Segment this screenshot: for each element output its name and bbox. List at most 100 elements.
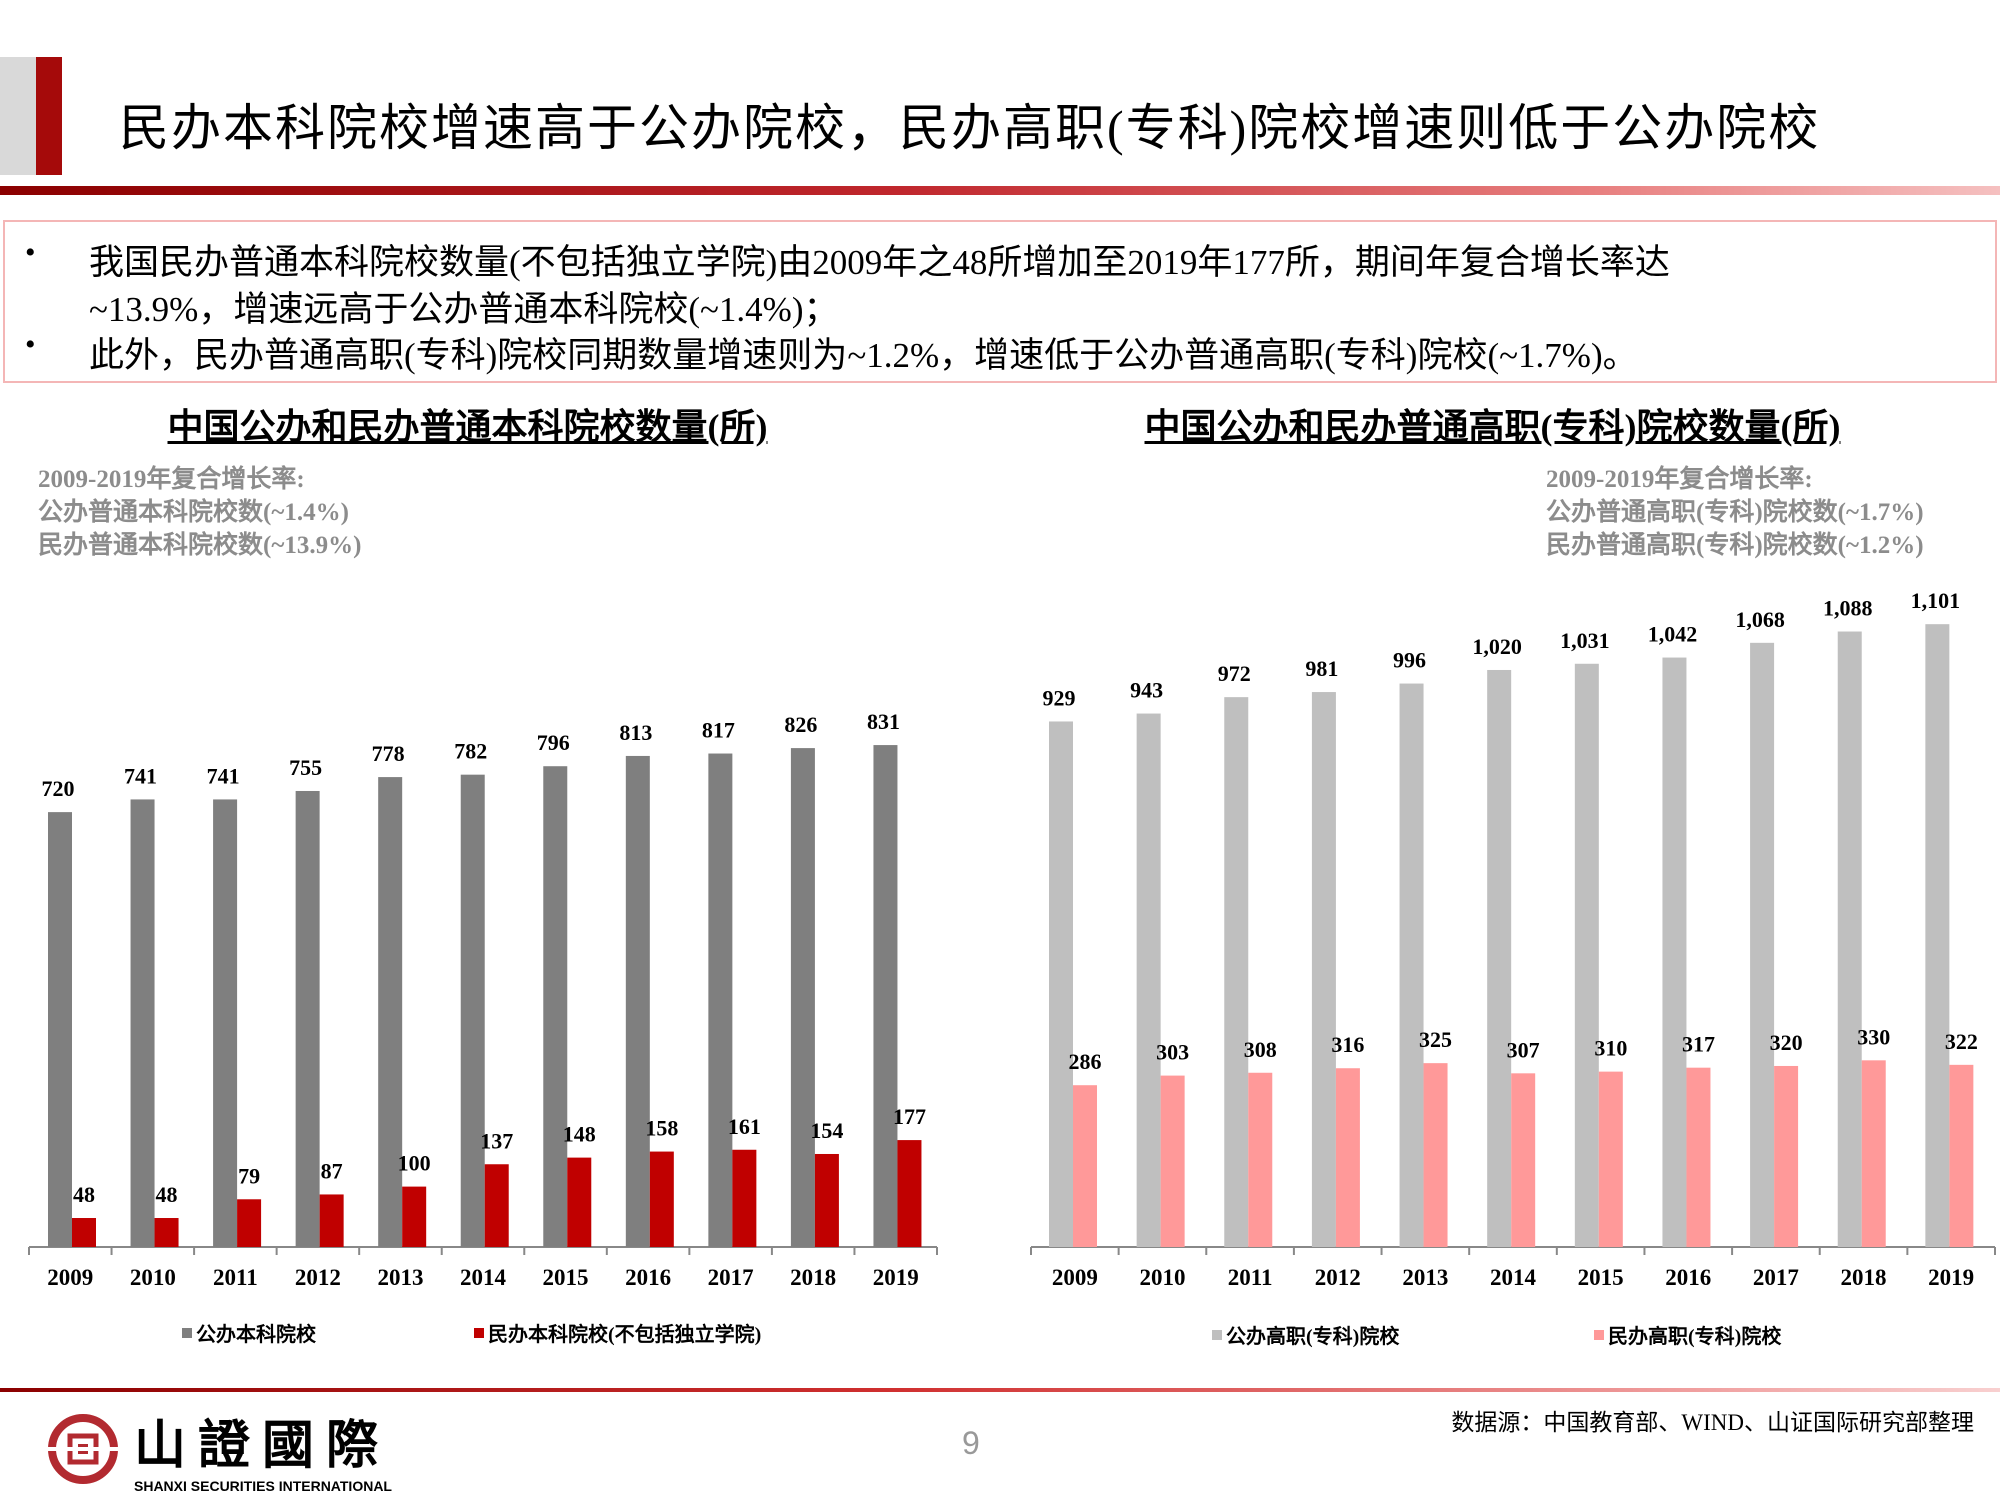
data-label: 1,101 xyxy=(1911,588,1961,613)
data-label: 741 xyxy=(124,763,157,788)
bar-public xyxy=(1049,721,1073,1247)
data-label: 981 xyxy=(1305,656,1338,681)
bar-public xyxy=(460,774,485,1247)
bar-private xyxy=(567,1157,592,1247)
bar-private xyxy=(1774,1065,1799,1247)
data-label: 137 xyxy=(480,1128,513,1153)
data-label: 308 xyxy=(1244,1037,1277,1062)
x-tick-label: 2013 xyxy=(377,1265,423,1290)
bar-public xyxy=(48,812,72,1247)
bar-public xyxy=(1224,697,1249,1247)
bar-public xyxy=(790,748,815,1247)
bar-private xyxy=(1423,1063,1448,1247)
x-tick-label: 2016 xyxy=(1665,1265,1711,1290)
cagr-note-heading: 2009-2019年复合增长率: xyxy=(1546,466,1813,493)
footer-divider xyxy=(0,1388,2000,1392)
legend-item-public-undergrad: 公办本科院校 xyxy=(182,1318,316,1347)
x-tick-label: 2018 xyxy=(1841,1265,1887,1290)
legend-label: 公办高职(专科)院校 xyxy=(1226,1326,1400,1348)
data-label: 322 xyxy=(1945,1029,1978,1054)
bar-private xyxy=(1949,1064,1974,1247)
x-tick-label: 2014 xyxy=(1490,1265,1537,1290)
data-label: 813 xyxy=(619,720,652,745)
logo-text-cn: 山證國際 xyxy=(134,1416,391,1476)
cagr-note-public: 公办普通本科院校数(~1.4%) xyxy=(38,499,349,526)
bar-public xyxy=(1662,657,1687,1247)
bar-private xyxy=(1335,1068,1360,1247)
bar-public xyxy=(873,745,898,1247)
data-label: 972 xyxy=(1218,661,1251,686)
bar-private xyxy=(72,1218,96,1247)
data-label: 148 xyxy=(563,1122,596,1147)
chart-undergraduate: 2009 720 48 2010 741 48 2011 741 79 2012 755 87 2013… xyxy=(28,588,1996,1290)
x-tick-label: 2009 xyxy=(1052,1265,1098,1290)
data-label: 48 xyxy=(73,1182,95,1207)
summary-box: • 我国民办普通本科院校数量(不包括独立学院)由2009年之48所增加至2019… xyxy=(3,220,1997,383)
bar-private xyxy=(237,1199,262,1247)
data-label: 310 xyxy=(1594,1036,1627,1061)
x-tick-label: 2009 xyxy=(47,1265,93,1290)
x-tick-label: 2012 xyxy=(1315,1265,1361,1290)
bar-private xyxy=(319,1194,344,1247)
bar-private xyxy=(402,1186,427,1247)
x-tick-label: 2019 xyxy=(1928,1265,1974,1290)
x-tick-label: 2017 xyxy=(708,1265,754,1290)
chart-title-right: 中国公办和民办普通高职(专科)院校数量(所) xyxy=(1144,407,1841,447)
bar-private xyxy=(154,1218,179,1247)
x-tick-label: 2011 xyxy=(213,1265,258,1290)
bar-public xyxy=(1136,713,1161,1247)
bullet-dot: • xyxy=(25,236,36,269)
bar-public xyxy=(1574,663,1599,1247)
bar-public xyxy=(543,766,568,1247)
cagr-note-left: 2009-2019年复合增长率: 公办普通本科院校数(~1.4%) 民办普通本科… xyxy=(38,463,361,562)
data-label: 317 xyxy=(1682,1032,1715,1057)
data-label: 831 xyxy=(867,709,900,734)
cagr-note-right: 2009-2019年复合增长率: 公办普通高职(专科)院校数(~1.7%) 民办… xyxy=(1546,463,1924,562)
bar-public xyxy=(1750,642,1775,1247)
bar-public xyxy=(1399,683,1424,1247)
x-tick-label: 2015 xyxy=(1578,1265,1624,1290)
data-label: 1,088 xyxy=(1823,596,1873,621)
x-tick-label: 2015 xyxy=(543,1265,589,1290)
bar-private xyxy=(897,1140,922,1247)
bullet-text-1: 我国民办普通本科院校数量(不包括独立学院)由2009年之48所增加至2019年1… xyxy=(89,243,1670,282)
title-divider xyxy=(0,186,2000,195)
bar-public xyxy=(1311,692,1336,1247)
x-tick-label: 2010 xyxy=(130,1265,176,1290)
data-label: 154 xyxy=(810,1118,843,1143)
bullet-text-2: 此外，民办普通高职(专科)院校同期数量增速则为~1.2%，增速低于公办普通高职(… xyxy=(89,336,1638,375)
bar-public xyxy=(1837,631,1862,1247)
bar-private xyxy=(1686,1067,1711,1247)
bar-private xyxy=(1511,1073,1536,1247)
cagr-note-heading: 2009-2019年复合增长率: xyxy=(38,466,305,493)
data-label: 325 xyxy=(1419,1027,1452,1052)
x-tick-label: 2016 xyxy=(625,1265,671,1290)
x-tick-label: 2010 xyxy=(1139,1265,1185,1290)
legend-swatch xyxy=(182,1327,192,1338)
legend-label: 公办本科院校 xyxy=(196,1324,316,1346)
legend-label: 民办本科院校(不包括独立学院) xyxy=(488,1324,762,1346)
legend-item-private-undergrad: 民办本科院校(不包括独立学院) xyxy=(474,1318,761,1347)
data-label: 303 xyxy=(1156,1040,1189,1065)
data-label: 929 xyxy=(1043,685,1076,710)
bar-private xyxy=(1160,1075,1185,1247)
data-label: 943 xyxy=(1130,678,1163,703)
bullet-dot: • xyxy=(25,328,36,361)
data-source: 数据源：中国教育部、WIND、山证国际研究部整理 xyxy=(1451,1410,1974,1435)
page-title: 民办本科院校增速高于公办院校，民办高职(专科)院校增速则低于公办院校 xyxy=(119,100,1821,156)
x-tick-label: 2012 xyxy=(295,1265,341,1290)
bar-public xyxy=(213,799,238,1247)
header-accent-red xyxy=(36,57,62,175)
legend-label: 民办高职(专科)院校 xyxy=(1608,1326,1782,1348)
data-label: 1,020 xyxy=(1472,634,1522,659)
data-label: 100 xyxy=(398,1151,431,1176)
x-tick-label: 2011 xyxy=(1228,1265,1273,1290)
page-number: 9 xyxy=(962,1425,980,1461)
data-label: 720 xyxy=(42,776,75,801)
x-tick-label: 2018 xyxy=(790,1265,836,1290)
data-label: 79 xyxy=(238,1163,260,1188)
bar-private xyxy=(1598,1071,1623,1247)
bar-public xyxy=(130,799,155,1247)
data-label: 1,042 xyxy=(1648,622,1698,647)
bar-public xyxy=(625,755,650,1247)
